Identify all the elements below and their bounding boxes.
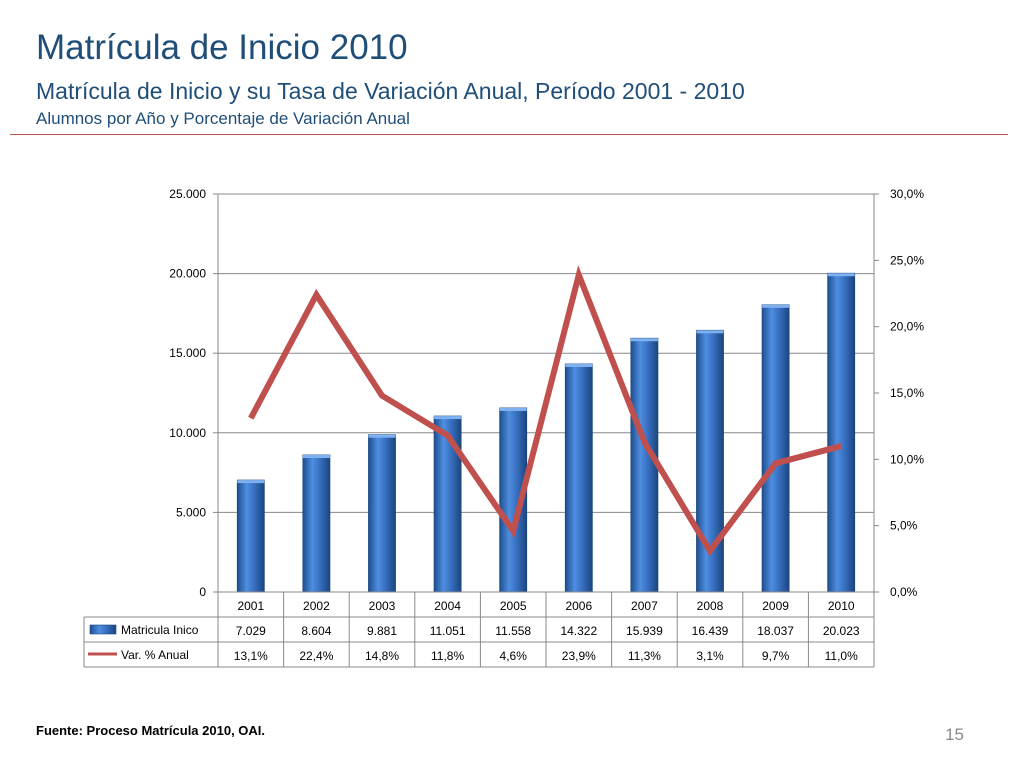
right-axis-tick-label: 20,0% [890,320,924,334]
table-cell-enrollment: 18.037 [757,624,794,638]
right-axis-tick-label: 10,0% [890,452,924,466]
category-label: 2006 [565,599,592,613]
table-cell-variation: 11,8% [431,649,464,663]
left-axis-tick-label: 10.000 [169,426,206,440]
title-divider [10,134,1008,135]
bar-top-highlight [434,416,462,420]
category-label: 2001 [237,599,264,613]
bar-top-highlight [696,330,724,334]
page-title: Matrícula de Inicio 2010 [36,28,408,67]
left-axis-tick-label: 20.000 [169,267,206,281]
category-label: 2010 [828,599,855,613]
bar [368,434,396,593]
line-series-var-anual [248,265,842,557]
bar [433,415,462,593]
table-cell-enrollment: 9.881 [367,624,397,638]
category-label: 2003 [369,599,396,613]
table-cell-enrollment: 16.439 [692,624,729,638]
bar [302,454,331,593]
table-cell-enrollment: 11.558 [495,624,531,638]
bar-top-highlight [499,407,527,411]
bar-top-highlight [302,455,330,459]
page-subsubtitle: Alumnos por Año y Porcentaje de Variació… [36,109,410,128]
legend-label-bar: Matricula Inico [121,623,199,637]
table-cell-enrollment: 7.029 [236,624,266,638]
bar [564,363,593,593]
left-axis-tick-label: 0 [199,585,206,599]
legend-label-line: Var. % Anual [121,648,189,662]
table-cell-enrollment: 11.051 [430,624,466,638]
left-axis-tick-label: 15.000 [169,346,206,360]
left-axis-tick-label: 25.000 [169,187,206,201]
table-cell-enrollment: 15.939 [626,624,663,638]
bar [761,304,790,593]
table-cell-variation: 4,6% [500,649,528,663]
category-label: 2005 [500,599,527,613]
bar-top-highlight [237,480,265,484]
table-cell-variation: 11,0% [825,649,858,663]
category-label: 2009 [762,599,789,613]
bar-top-highlight [762,304,790,308]
right-axis-tick-label: 0,0% [890,585,918,599]
bar [236,479,265,593]
table-cell-enrollment: 8.604 [301,624,331,638]
right-axis-tick-label: 30,0% [890,187,924,201]
bar-top-highlight [368,434,396,438]
bar [827,272,856,593]
right-axis-tick-label: 5,0% [890,519,918,533]
table-cell-variation: 11,3% [628,649,661,663]
source-note: Fuente: Proceso Matrícula 2010, OAI. [36,723,266,738]
category-label: 2007 [631,599,658,613]
bar-top-highlight [630,338,658,342]
category-label: 2002 [303,599,330,613]
table-cell-variation: 14,8% [365,649,399,663]
page-number: 15 [945,725,964,744]
legend-key-bar [89,624,117,635]
right-axis-tick-label: 15,0% [890,386,924,400]
bar [630,337,659,593]
table-cell-variation: 9,7% [762,649,790,663]
right-axis-tick-label: 25,0% [890,253,924,267]
table-cell-variation: 3,1% [696,649,724,663]
table-cell-enrollment: 20.023 [823,624,860,638]
table-cell-variation: 22,4% [299,649,333,663]
bar-top-highlight [827,273,855,277]
page-subtitle: Matrícula de Inicio y su Tasa de Variaci… [36,78,745,104]
left-axis-tick-label: 5.000 [176,505,206,519]
category-label: 2004 [434,599,461,613]
bar-top-highlight [565,363,593,367]
table-cell-variation: 23,9% [562,649,596,663]
table-cell-enrollment: 14.322 [560,624,597,638]
table-cell-variation: 13,1% [234,649,268,663]
category-label: 2008 [697,599,724,613]
